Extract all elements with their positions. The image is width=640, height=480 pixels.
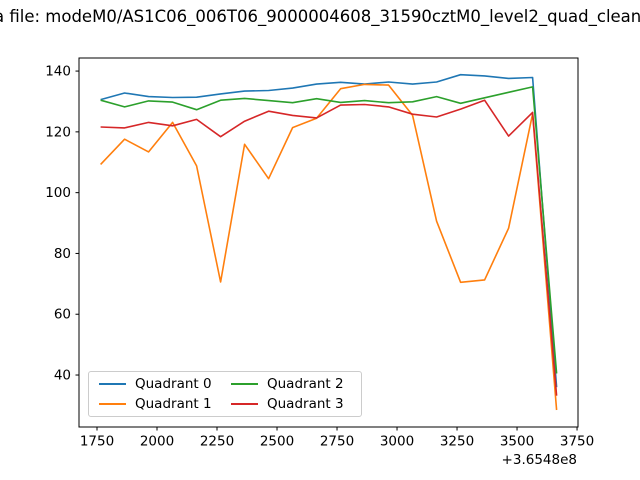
series-line-quadrant-2 xyxy=(100,86,558,374)
legend-label-quadrant-0: Quadrant 0 xyxy=(135,376,212,392)
legend-line-quadrant-3-icon xyxy=(231,403,258,405)
series-line-quadrant-1 xyxy=(100,83,558,411)
legend-label-quadrant-1: Quadrant 1 xyxy=(135,396,212,412)
x-tick-label: 2000 xyxy=(140,434,174,450)
x-tick-label: 3750 xyxy=(560,434,594,450)
series-line-quadrant-3 xyxy=(100,99,558,396)
y-tick-label: 140 xyxy=(45,64,71,80)
legend-item-quadrant-3: Quadrant 3 xyxy=(225,396,357,412)
legend-label-quadrant-2: Quadrant 2 xyxy=(267,376,344,392)
legend-line-quadrant-2-icon xyxy=(231,383,258,385)
figure-title: a file: modeM0/AS1C06_006T06_9000004608_… xyxy=(0,7,640,26)
series-line-quadrant-0 xyxy=(100,73,558,388)
legend-item-quadrant-2: Quadrant 2 xyxy=(225,376,357,392)
x-tick-label: 2500 xyxy=(260,434,294,450)
x-tick-label: 3000 xyxy=(380,434,414,450)
x-tick-label: 1750 xyxy=(80,434,114,450)
plot-border xyxy=(78,57,579,428)
legend-line-quadrant-1-icon xyxy=(99,403,126,405)
x-axis-offset-label: +3.6548e8 xyxy=(501,452,577,468)
legend-line-quadrant-0-icon xyxy=(99,383,126,385)
x-tick-label: 2750 xyxy=(320,434,354,450)
x-tick-label: 3250 xyxy=(440,434,474,450)
y-tick-label: 40 xyxy=(54,368,71,384)
y-tick-label: 60 xyxy=(54,307,71,323)
y-tick-label: 80 xyxy=(54,246,71,262)
x-tick-label: 2250 xyxy=(200,434,234,450)
legend: Quadrant 0 Quadrant 1 Quadrant 2 Quadran… xyxy=(88,371,362,417)
y-tick-label: 100 xyxy=(45,185,71,201)
legend-item-quadrant-0: Quadrant 0 xyxy=(93,376,225,392)
legend-label-quadrant-3: Quadrant 3 xyxy=(267,396,344,412)
y-tick-label: 120 xyxy=(45,124,71,140)
legend-item-quadrant-1: Quadrant 1 xyxy=(93,396,225,412)
x-tick-label: 3500 xyxy=(500,434,534,450)
